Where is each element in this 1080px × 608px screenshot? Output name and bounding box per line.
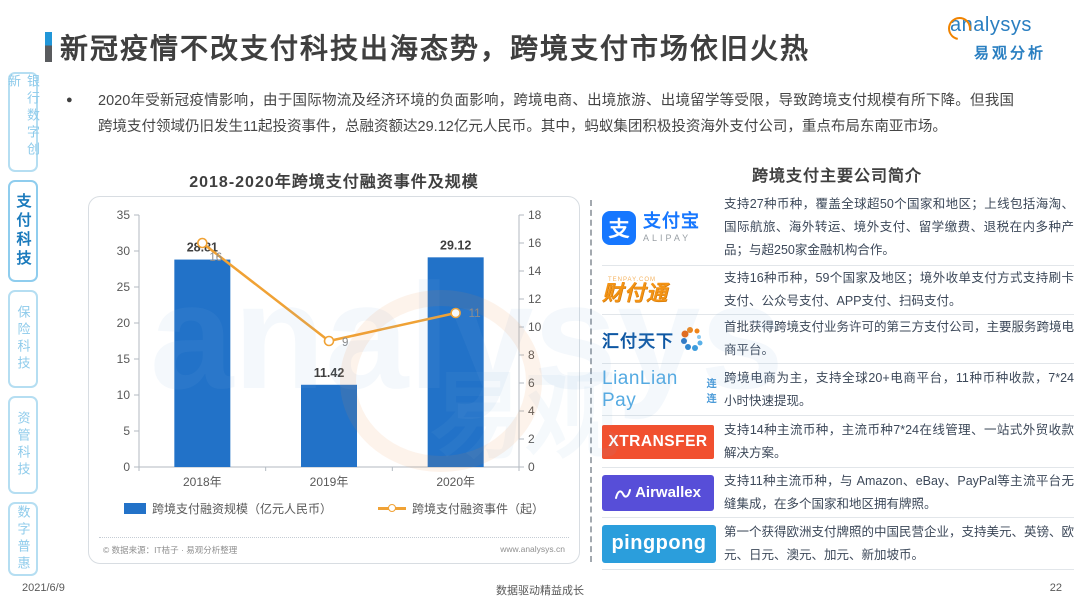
sidebar-item-label: 支付科技 [14,193,32,269]
company-desc: 首批获得跨境支付业务许可的第三方支付公司，主要服务跨境电商平台。 [724,320,1075,357]
svg-text:30: 30 [117,244,131,258]
legend-item-bar: 跨境支付融资规模（亿元人民币） [123,500,332,517]
chart-legend: 跨境支付融资规模（亿元人民币） 跨境支付融资事件（起） [89,500,579,517]
svg-text:9: 9 [342,337,348,349]
logo-brand-en: analysys [950,14,1032,36]
svg-text:10: 10 [117,388,131,402]
company-desc: 支持14种主流币种，主流币种7*24在线管理、一站式外贸收款解决方案。 [724,422,1074,460]
sidebar-item-payment-tech[interactable]: 支付科技 [8,180,38,282]
company-desc: 跨境电商为主，支持全球20+电商平台，11种币种收款，7*24 小时快速提现。 [724,370,1074,408]
svg-text:18: 18 [528,208,542,222]
svg-text:2018年: 2018年 [183,475,222,489]
company-row-xtransfer: XTRANSFER 支持14种主流币种，主流币种7*24在线管理、一站式外贸收款… [602,416,1074,468]
sidebar-item-digital-inclusion[interactable]: 数字普惠 [8,502,38,576]
legend-bar-label: 跨境支付融资规模（亿元人民币） [151,502,332,516]
section-divider [590,200,592,562]
lianlian-logo-text: LianLian Pay [602,367,678,411]
company-row-huifu: 汇付天下 首批获得跨境支付业务许可的第三方支付公司，主要服务跨境电商平台。 [602,315,1074,364]
tenpay-logo-text: 财付通 [602,281,668,305]
svg-text:0: 0 [123,460,130,474]
sidebar-item-asset-mgmt-tech[interactable]: 资管科技 [8,396,38,494]
legend-line-label: 跨境支付融资事件（起） [412,502,545,516]
svg-text:35: 35 [117,208,131,222]
svg-text:2020年: 2020年 [436,475,475,489]
sidebar-item-banking-digital[interactable]: 银行数字创新 [6,72,40,172]
xtransfer-logo: XTRANSFER [602,424,724,459]
sidebar-item-insurance-tech[interactable]: 保险科技 [8,290,38,388]
svg-text:16: 16 [528,236,542,250]
footer-slogan: 数据驱动精益成长 [496,585,584,597]
companies-panel-title: 跨境支付主要公司简介 [751,168,922,185]
svg-text:15: 15 [117,352,131,366]
company-desc: 第一个获得欧洲支付牌照的中国民营企业，支持美元、英镑、欧元、日元、澳元、加元、新… [724,524,1075,562]
logo-brand-cn: 易观分析 [974,45,1047,62]
svg-text:12: 12 [528,292,542,306]
pingpong-logo: pingpong [602,524,724,563]
svg-text:2: 2 [528,432,535,446]
sidebar-item-label: 数字普惠 [15,505,31,573]
intro-paragraph: 2020年受新冠疫情影响，由于国际物流及经济环境的负面影响，跨境电商、出境旅游、… [98,93,1014,135]
legend-bar-swatch [123,503,146,514]
svg-text:20: 20 [117,316,131,330]
svg-text:2019年: 2019年 [310,475,349,489]
company-row-tenpay: TENPAY.COM 财付通 支持16种币种，59个国家及地区；境外收单支付方式… [602,266,1074,315]
sidebar-item-label: 银行数字创新 [6,74,40,159]
huifu-logo-text: 汇付天下 [602,331,674,351]
pingpong-logo-text: pingpong [602,524,716,563]
chart-source: © 数据来源：IT桔子 · 易观分析整理 [103,545,238,555]
company-row-airwallex: Airwallex 支持11种主流币种，与 Amazon、eBay、PayPal… [602,468,1074,518]
svg-text:8: 8 [528,348,535,362]
huifu-logo: 汇付天下 [602,326,724,352]
title-accent-bar [45,32,52,62]
legend-item-line: 跨境支付融资事件（起） [378,500,544,517]
company-row-alipay: 支 支付宝 ALIPAY 支持27种币种，覆盖全球超50个国家和地区；上线包括海… [602,190,1074,266]
chart-title: 2018-2020年跨境支付融资事件及规模 [189,174,479,191]
company-desc: 支持16种币种，59个国家及地区；境外收单支付方式支持刷卡支付、公众号支付、AP… [724,271,1074,308]
page-title: 新冠疫情不改支付科技出海态势，跨境支付市场依旧火热 [60,33,811,64]
svg-text:29.12: 29.12 [440,238,471,252]
xtransfer-logo-text: XTRANSFER [602,424,714,459]
alipay-logo: 支 支付宝 ALIPAY [602,210,724,245]
airwallex-logo: Airwallex [602,474,724,511]
svg-text:0: 0 [528,460,535,474]
svg-text:5: 5 [123,424,130,438]
airwallex-mark-icon [615,488,632,499]
alipay-logo-cn: 支付宝 [643,211,700,231]
company-row-lianlian: LianLian Pay 连连 跨境电商为主，支持全球20+电商平台，11种币种… [602,364,1074,416]
chart-divider [99,537,569,538]
tenpay-tagline: TENPAY.COM [608,276,657,283]
airwallex-logo-text: Airwallex [635,484,701,501]
legend-line-marker [378,504,406,512]
sidebar-item-label: 保险科技 [15,305,31,373]
svg-text:4: 4 [528,404,535,418]
svg-text:10: 10 [528,320,542,334]
tenpay-logo: TENPAY.COM 财付通 [602,277,724,304]
company-desc: 支持11种主流币种，与 Amazon、eBay、PayPal等主流平台无缝集成，… [724,473,1074,511]
svg-text:16: 16 [209,252,222,264]
bullet-icon: ● [66,94,73,106]
svg-text:25: 25 [117,280,131,294]
analysys-logo: analysys 易观分析 [943,12,1073,63]
footer-date: 2021/6/9 [22,582,65,594]
svg-text:11: 11 [469,308,481,320]
companies-panel: 支 支付宝 ALIPAY 支持27种币种，覆盖全球超50个国家和地区；上线包括海… [602,190,1074,570]
alipay-icon: 支 [602,210,636,245]
chart-source-url[interactable]: www.analysys.cn [500,544,565,554]
company-desc: 支持27种币种，覆盖全球超50个国家和地区；上线包括海淘、国际航旅、海外转运、境… [724,197,1074,257]
lianlian-logo: LianLian Pay 连连 [602,368,724,412]
alipay-logo-en: ALIPAY [643,233,692,243]
chart-card: 0 5 10 15 20 25 30 35 0 2 4 6 8 10 12 14 16 18 2018年 2019年 2… [88,196,580,564]
svg-text:14: 14 [528,264,542,278]
svg-text:6: 6 [528,376,535,390]
sidebar-item-label: 资管科技 [15,411,31,479]
footer-page-number: 22 [1049,582,1062,594]
company-row-pingpong: pingpong 第一个获得欧洲支付牌照的中国民营企业，支持美元、英镑、欧元、日… [602,518,1074,570]
huifu-swirl-icon [681,327,703,351]
svg-text:11.42: 11.42 [314,366,345,380]
combo-chart: 0 5 10 15 20 25 30 35 0 2 4 6 8 10 12 14 16 18 2018年 2019年 2… [117,208,542,489]
lianlian-logo-suffix: 连连 [706,378,717,405]
